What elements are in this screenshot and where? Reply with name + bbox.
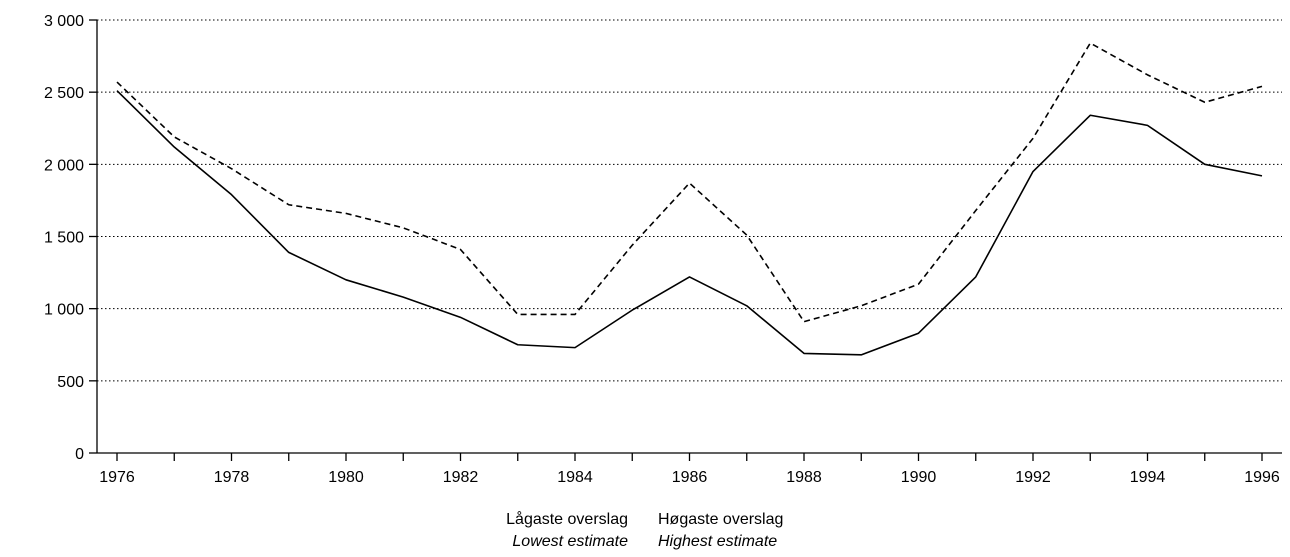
legend-label-highest: Høgaste overslag	[658, 511, 783, 528]
y-tick-label-4: 2 000	[44, 157, 84, 174]
axes: 0 500 1 000 1 500 2 000 2 500 3 000 1976 1978 198…	[44, 13, 1282, 486]
y-tick-label-0: 0	[75, 446, 84, 463]
legend-label-lowest-en: Lowest estimate	[512, 533, 628, 550]
series-line-highest-estimate	[116, 42, 1263, 323]
gridlines	[97, 19, 1282, 382]
x-tick-label-1980: 1980	[328, 469, 364, 486]
y-tick-label-2: 1 000	[44, 302, 84, 319]
x-tick-label-1982: 1982	[443, 469, 479, 486]
x-tick-label-1996: 1996	[1244, 469, 1280, 486]
legend: Lågaste overslag Lowest estimate Høgaste…	[506, 510, 783, 550]
y-tick-label-5: 2 500	[44, 85, 84, 102]
x-tick-label-1988: 1988	[786, 469, 822, 486]
y-tick-label-3: 1 500	[44, 230, 84, 247]
x-tick-label-1992: 1992	[1015, 469, 1051, 486]
series-lines	[116, 42, 1263, 356]
series-line-lowest-estimate	[116, 90, 1263, 356]
x-tick-label-1994: 1994	[1130, 469, 1166, 486]
legend-label-lowest: Lågaste overslag	[506, 510, 628, 528]
y-tick-label-1: 500	[57, 374, 84, 391]
x-tick-label-1976: 1976	[99, 469, 135, 486]
x-tick-label-1990: 1990	[901, 469, 937, 486]
x-tick-label-1986: 1986	[672, 469, 708, 486]
x-tick-label-1978: 1978	[214, 469, 250, 486]
legend-label-highest-en: Highest estimate	[658, 533, 777, 550]
y-tick-label-6: 3 000	[44, 13, 84, 30]
x-tick-label-1984: 1984	[557, 469, 593, 486]
